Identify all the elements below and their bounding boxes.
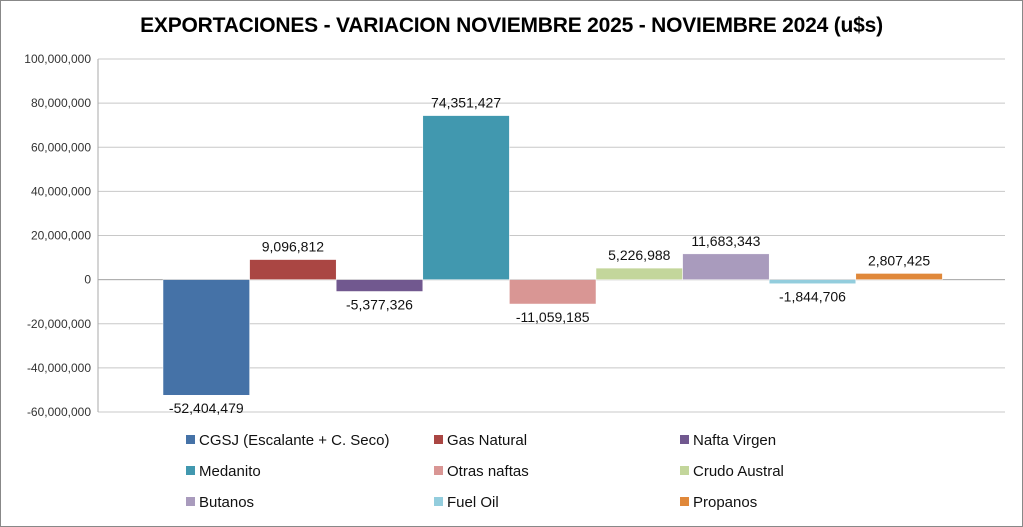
- y-tick-label: 60,000,000: [31, 140, 91, 154]
- y-tick-label: 0: [84, 273, 91, 287]
- legend-item: Crudo Austral: [680, 463, 784, 480]
- legend-item: Otras naftas: [434, 463, 529, 480]
- bar-otras-naftas: [509, 279, 597, 305]
- legend-swatch: [434, 466, 443, 475]
- y-tick-label: -40,000,000: [27, 361, 91, 375]
- y-tick-label: 40,000,000: [31, 184, 91, 198]
- legend-swatch: [434, 435, 443, 444]
- legend-label: Otras naftas: [447, 463, 529, 480]
- legend-label: Fuel Oil: [447, 494, 499, 511]
- data-label: 74,351,427: [431, 95, 501, 111]
- legend-swatch: [680, 435, 689, 444]
- legend-item: CGSJ (Escalante + C. Seco): [186, 432, 390, 449]
- legend-item: Nafta Virgen: [680, 432, 776, 449]
- bar-butanos: [682, 253, 770, 280]
- bar-fuel-oil: [768, 279, 857, 284]
- legend-label: Butanos: [199, 494, 255, 511]
- data-label: 9,096,812: [262, 239, 324, 255]
- y-tick-label: 80,000,000: [31, 96, 91, 110]
- legend-label: Propanos: [693, 494, 758, 511]
- legend-swatch: [186, 497, 195, 506]
- y-tick-label: 100,000,000: [24, 52, 91, 66]
- data-label: -1,844,706: [779, 289, 846, 305]
- legend-swatch: [434, 497, 443, 506]
- data-label: -5,377,326: [346, 296, 413, 312]
- legend-label: Medanito: [199, 463, 261, 480]
- data-label: 2,807,425: [868, 252, 930, 268]
- bar-crudo-austral: [595, 267, 683, 280]
- data-label: -11,059,185: [516, 309, 590, 325]
- data-label: 5,226,988: [608, 247, 670, 263]
- y-tick-label: -60,000,000: [27, 405, 91, 419]
- legend-swatch: [680, 497, 689, 506]
- legend-label: Gas Natural: [447, 432, 528, 449]
- bar-cgsj-escalante-c-seco-: [162, 279, 250, 396]
- legend-item: Propanos: [680, 494, 757, 511]
- legend-swatch: [186, 466, 195, 475]
- y-tick-label: -20,000,000: [27, 317, 91, 331]
- data-label: 11,683,343: [691, 233, 760, 249]
- legend-swatch: [186, 435, 195, 444]
- legend-label: Crudo Austral: [693, 463, 784, 480]
- legend-item: Gas Natural: [434, 432, 527, 449]
- legend-label: Nafta Virgen: [693, 432, 777, 449]
- data-label: -52,404,479: [169, 400, 244, 416]
- bar-propanos: [855, 273, 943, 280]
- legend-item: Butanos: [186, 494, 254, 511]
- legend-item: Fuel Oil: [434, 494, 499, 511]
- bar-gas-natural: [249, 259, 337, 280]
- y-tick-label: 20,000,000: [31, 229, 91, 243]
- legend-swatch: [680, 466, 689, 475]
- bar-medanito: [422, 115, 510, 280]
- bar-nafta-virgen: [335, 279, 424, 292]
- legend-item: Medanito: [186, 463, 261, 480]
- legend-label: CGSJ (Escalante + C. Seco): [199, 432, 390, 449]
- chart-title: EXPORTACIONES - VARIACION NOVIEMBRE 2025…: [140, 14, 883, 37]
